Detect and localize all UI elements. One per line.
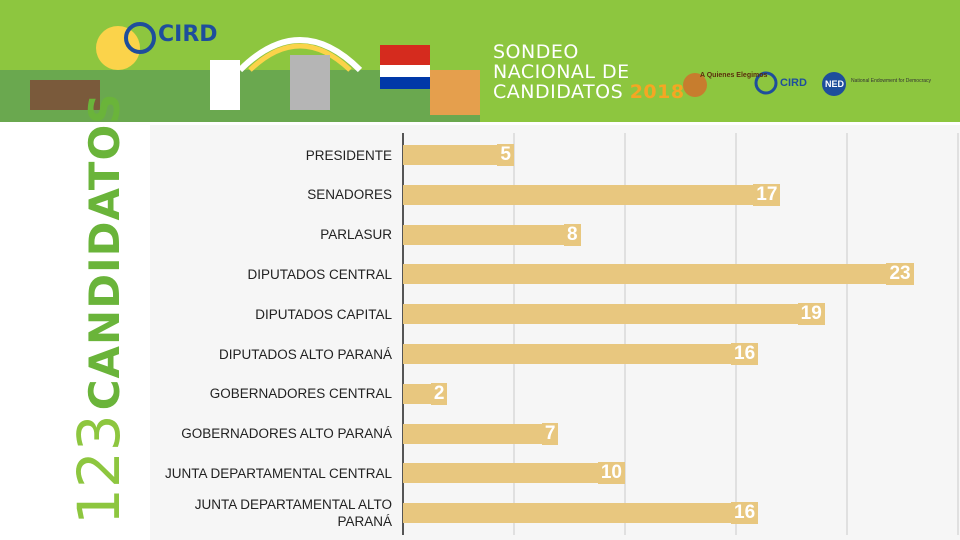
ned-logo-icon (822, 72, 846, 96)
category-label: DIPUTADOS ALTO PARANÁ (218, 346, 392, 362)
sun-icon (96, 26, 140, 70)
data-label: 10 (597, 462, 625, 485)
side-title-word: CANDIDATOS (80, 92, 129, 411)
data-label: 8 (564, 223, 581, 246)
building-icon (210, 60, 240, 110)
category-label: JUNTA DEPARTAMENTAL CENTRAL (164, 465, 392, 481)
survey-title-line3: CANDIDATOS (493, 81, 624, 103)
category-label: GOBERNADORES ALTO PARANÁ (181, 426, 392, 442)
bar (403, 224, 581, 245)
cird-logo-icon (754, 71, 778, 95)
side-panel (0, 122, 150, 540)
category-label: DIPUTADOS CAPITAL (255, 306, 392, 322)
header-illustration (0, 0, 960, 122)
survey-title-line2: NACIONAL DE (493, 61, 630, 83)
category-label: PARLASUR (320, 227, 392, 243)
partner-logo-text: A Quienes Elegimos (700, 72, 768, 79)
category-label: GOBERNADORES CENTRAL (209, 386, 392, 402)
bus-icon (30, 80, 100, 110)
data-label: 5 (497, 144, 514, 166)
data-label: 16 (731, 343, 759, 365)
data-label: 2 (430, 382, 448, 405)
survey-title: SONDEO NACIONAL DE CANDIDATOS 2018 (493, 42, 685, 102)
bar (403, 463, 625, 484)
data-label: 17 (753, 183, 781, 206)
bar (403, 184, 781, 205)
partner-logo-icon (683, 73, 707, 97)
bar (403, 344, 759, 364)
bar (403, 304, 825, 325)
data-label: 19 (797, 303, 825, 326)
flag-icon (380, 45, 430, 65)
data-label: 16 (731, 502, 759, 525)
rainbow-icon (237, 37, 363, 73)
side-title-number: 123 (65, 414, 133, 525)
category-label: SENADORES (307, 187, 392, 203)
cird-logo-top: CIRD (158, 22, 218, 47)
bar (403, 423, 559, 444)
bar (403, 264, 914, 285)
ned-logo-text: NED (825, 79, 845, 89)
bar (403, 145, 514, 165)
data-label: 23 (886, 263, 914, 286)
side-title: 123CANDIDATOS (65, 92, 133, 525)
survey-year: 2018 (629, 81, 685, 103)
category-label: PRESIDENTE (305, 147, 392, 163)
category-label: DIPUTADOS CENTRAL (247, 266, 392, 282)
ned-logo-caption: National Endowment for Democracy (851, 78, 932, 84)
data-label: 7 (541, 422, 559, 445)
bar (403, 503, 759, 524)
header-banner: SONDEO NACIONAL DE CANDIDATOS 2018 CIRD … (0, 0, 960, 122)
cird-logo-text: CIRD (780, 77, 807, 89)
survey-title-line1: SONDEO (493, 41, 579, 63)
category-label: JUNTA DEPARTAMENTAL ALTO PARANÁ (194, 497, 392, 530)
